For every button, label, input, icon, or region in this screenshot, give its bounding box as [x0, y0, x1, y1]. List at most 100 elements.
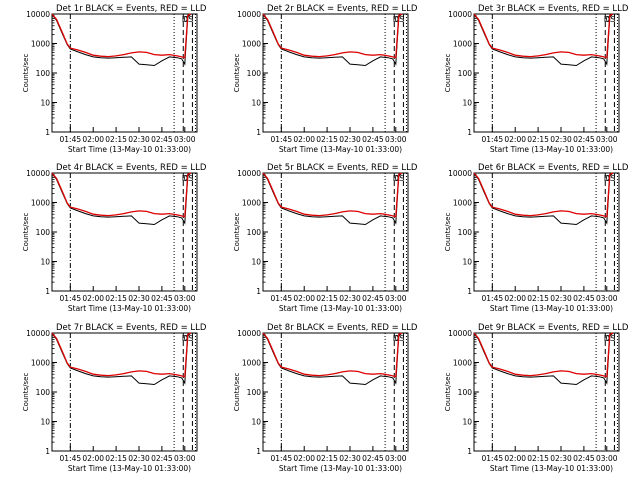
panel-title: Det 3r BLACK = Events, RED = LLD	[478, 4, 629, 14]
x-tick-label: 02:00	[293, 135, 315, 144]
events-series-line	[51, 332, 192, 386]
x-tick-label: 02:30	[550, 135, 572, 144]
y-axis-label: Counts/sec	[22, 373, 30, 412]
y-tick-label: 1000	[242, 40, 261, 49]
x-tick-label: 02:00	[82, 135, 104, 144]
plot-frame	[262, 332, 409, 452]
marker-letter: S	[610, 15, 615, 24]
x-tick-label: 03:00	[174, 135, 196, 144]
y-axis-label: Counts/sec	[233, 54, 241, 93]
y-tick-label: 1000	[242, 359, 261, 368]
marker-letter: S	[188, 174, 193, 183]
events-series-line	[51, 172, 192, 226]
detector-panel: Det 3r BLACK = Events, RED = LLD Counts/s…	[444, 4, 629, 154]
x-tick-label: 02:30	[128, 135, 150, 144]
plot-frame	[51, 13, 198, 133]
lld-series-line	[473, 332, 614, 378]
y-tick-label: 10	[251, 258, 261, 267]
panel-title: Det 9r BLACK = Events, RED = LLD	[478, 323, 629, 333]
panel-title: Det 2r BLACK = Events, RED = LLD	[267, 4, 418, 14]
y-axis-label: Counts/sec	[444, 54, 452, 93]
y-tick-label: 10	[462, 258, 472, 267]
detector-panel: Det 7r BLACK = Events, RED = LLD Counts/s…	[22, 323, 207, 473]
y-tick-label: 10	[40, 99, 50, 108]
y-tick-label: 100	[247, 228, 262, 237]
x-axis-label: Start Time (13-May-10 01:33:00)	[490, 145, 613, 154]
x-tick-label: 02:15	[316, 454, 338, 463]
x-tick-label: 03:00	[596, 454, 618, 463]
plot-frame	[262, 13, 409, 133]
y-tick-label: 10	[251, 99, 261, 108]
y-tick-label: 10000	[26, 169, 50, 178]
x-tick-label: 02:15	[105, 454, 127, 463]
x-tick-label: 02:45	[573, 294, 595, 303]
y-tick-label: 100	[458, 69, 473, 78]
x-tick-label: 02:15	[316, 135, 338, 144]
x-tick-label: 01:45	[60, 454, 82, 463]
marker-letter: C	[184, 334, 190, 343]
x-tick-label: 02:30	[339, 294, 361, 303]
events-series-line	[473, 332, 614, 386]
y-tick-label: 1000	[453, 199, 472, 208]
y-tick-label: 10000	[26, 10, 50, 19]
x-tick-label: 02:45	[151, 294, 173, 303]
marker-letter: S	[399, 334, 404, 343]
marker-letter: D	[182, 15, 188, 24]
x-tick-label: 03:00	[596, 294, 618, 303]
y-tick-label: 10000	[237, 10, 261, 19]
detector-panel: Det 6r BLACK = Events, RED = LLD Counts/s…	[444, 163, 629, 313]
plot-frame	[473, 172, 620, 292]
x-axis-label: Start Time (13-May-10 01:33:00)	[68, 304, 191, 313]
marker-letter: S	[399, 15, 404, 24]
events-series-line	[262, 332, 403, 386]
y-tick-label: 1	[467, 447, 472, 456]
panel-title: Det 6r BLACK = Events, RED = LLD	[478, 163, 629, 173]
x-tick-label: 02:15	[527, 294, 549, 303]
events-series-line	[473, 172, 614, 226]
detector-panel: Det 2r BLACK = Events, RED = LLD Counts/s…	[233, 4, 418, 154]
lld-series-line	[473, 172, 614, 218]
y-tick-label: 100	[247, 69, 262, 78]
x-tick-label: 01:45	[482, 294, 504, 303]
y-tick-label: 10000	[237, 169, 261, 178]
marker-letter: C	[606, 15, 612, 24]
x-tick-label: 02:45	[362, 454, 384, 463]
detector-panel: Det 4r BLACK = Events, RED = LLD Counts/s…	[22, 163, 207, 313]
x-tick-label: 01:45	[271, 454, 293, 463]
x-axis-label: Start Time (13-May-10 01:33:00)	[279, 145, 402, 154]
x-tick-label: 02:15	[316, 294, 338, 303]
panel-title: Det 5r BLACK = Events, RED = LLD	[267, 163, 418, 173]
y-axis-label: Counts/sec	[22, 54, 30, 93]
x-tick-label: 02:00	[504, 135, 526, 144]
marker-letter: D	[182, 334, 188, 343]
panel-title: Det 8r BLACK = Events, RED = LLD	[267, 323, 418, 333]
x-axis-label: Start Time (13-May-10 01:33:00)	[279, 304, 402, 313]
lld-series-line	[51, 172, 192, 218]
x-axis-label: Start Time (13-May-10 01:33:00)	[68, 464, 191, 473]
x-tick-label: 02:00	[504, 294, 526, 303]
x-tick-label: 03:00	[596, 135, 618, 144]
x-tick-label: 01:45	[271, 294, 293, 303]
x-tick-label: 02:30	[339, 454, 361, 463]
x-tick-label: 02:00	[82, 294, 104, 303]
y-tick-label: 10000	[448, 10, 472, 19]
panel-title: Det 4r BLACK = Events, RED = LLD	[56, 163, 207, 173]
x-tick-label: 02:45	[362, 135, 384, 144]
x-tick-label: 01:45	[60, 135, 82, 144]
x-tick-label: 02:15	[105, 135, 127, 144]
x-tick-label: 02:00	[293, 454, 315, 463]
marker-letter: D	[604, 334, 610, 343]
marker-letter: S	[610, 174, 615, 183]
x-tick-label: 02:45	[151, 135, 173, 144]
y-tick-label: 1000	[31, 359, 50, 368]
x-tick-label: 02:15	[527, 135, 549, 144]
x-tick-label: 02:45	[573, 454, 595, 463]
y-axis-label: Counts/sec	[233, 213, 241, 252]
marker-letter: C	[606, 334, 612, 343]
y-axis-label: Counts/sec	[444, 213, 452, 252]
y-tick-label: 1000	[31, 40, 50, 49]
plot-frame	[473, 332, 620, 452]
panel-title: Det 7r BLACK = Events, RED = LLD	[56, 323, 207, 333]
y-tick-label: 1000	[453, 359, 472, 368]
marker-letter: D	[604, 15, 610, 24]
